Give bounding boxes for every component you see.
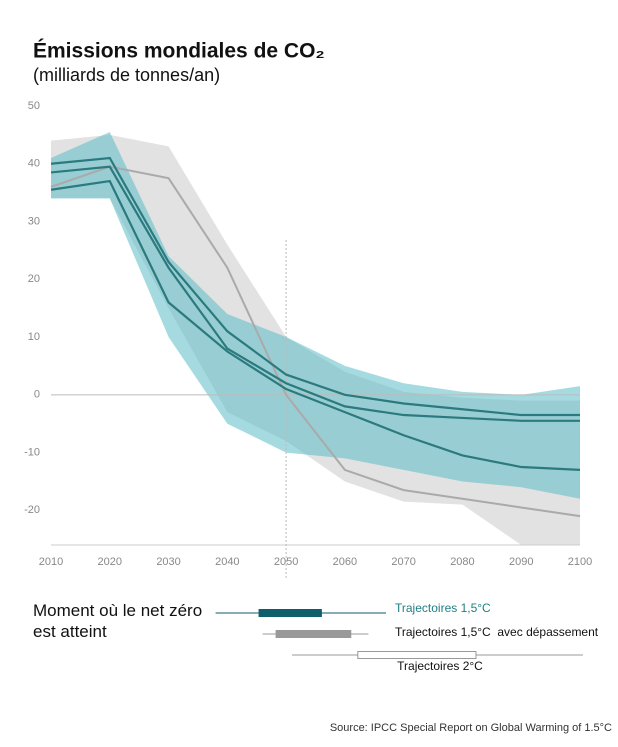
- line: [50, 156, 580, 417]
- y-tick-label: 20: [28, 273, 40, 285]
- range-label: Trajectoires 1,5°C avec dépassement: [395, 625, 599, 639]
- y-tick-label: 50: [28, 100, 40, 112]
- y-tick-label: -20: [24, 504, 40, 516]
- y-tick-label: 30: [28, 215, 40, 227]
- x-tick-label: 2040: [215, 556, 239, 568]
- net-zero-label: Moment où le net zéro est atteint: [33, 601, 203, 641]
- chart-title: Émissions mondiales de CO₂: [33, 40, 325, 63]
- line: [50, 179, 581, 472]
- x-tick-label: 2080: [450, 556, 474, 568]
- x-tick-label: 2090: [509, 556, 533, 568]
- range-label: Trajectoires 2°C: [397, 659, 483, 673]
- box: [357, 651, 477, 659]
- y-tick-label: 0: [34, 389, 40, 401]
- x-tick-label: 2010: [39, 556, 63, 568]
- line: [50, 165, 580, 422]
- y-tick-label: 10: [28, 331, 40, 343]
- y-tick-label: 40: [28, 158, 40, 170]
- range-label: Trajectoires 1,5°C: [395, 601, 491, 615]
- y-tick-label: -10: [24, 446, 40, 458]
- source: Source: IPCC Special Report on Global Wa…: [330, 722, 612, 734]
- box: [258, 609, 322, 617]
- x-tick-label: 2070: [391, 556, 415, 568]
- box: [275, 630, 352, 638]
- x-tick-label: 2030: [156, 556, 180, 568]
- chart-subtitle: (milliards de tonnes/an): [33, 65, 220, 85]
- x-tick-label: 2020: [98, 556, 122, 568]
- line: [50, 165, 581, 518]
- band: [51, 131, 580, 499]
- x-tick-label: 2100: [568, 556, 592, 568]
- x-tick-label: 2060: [333, 556, 357, 568]
